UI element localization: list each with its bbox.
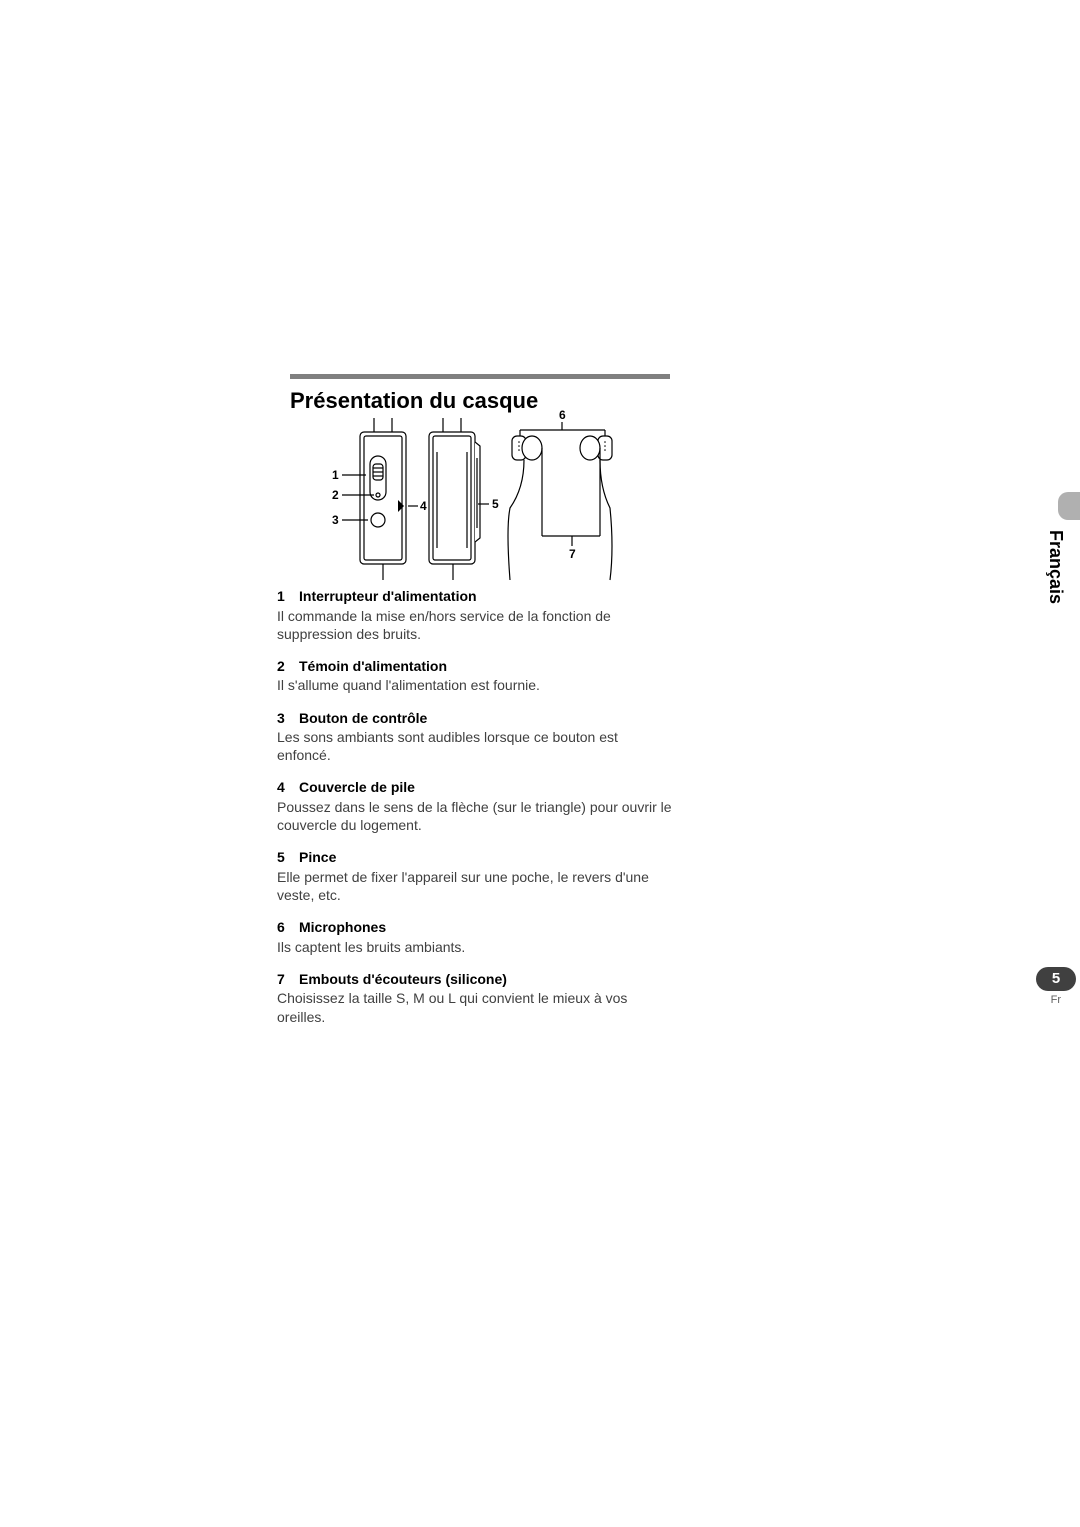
part-title: Couvercle de pile bbox=[299, 779, 415, 797]
callout-1: 1 bbox=[332, 468, 339, 482]
part-title: Bouton de contrôle bbox=[299, 710, 427, 728]
controller-back bbox=[429, 418, 480, 580]
part-item: 6 Microphones Ils captent les bruits amb… bbox=[277, 919, 672, 956]
part-description: Poussez dans le sens de la flèche (sur l… bbox=[277, 798, 672, 834]
part-description: Il s'allume quand l'alimentation est fou… bbox=[277, 676, 672, 694]
language-label: Français bbox=[1045, 530, 1066, 604]
callout-3: 3 bbox=[332, 513, 339, 527]
callout-4: 4 bbox=[420, 499, 427, 513]
part-number: 1 bbox=[277, 588, 299, 606]
section-rule bbox=[290, 374, 670, 379]
language-tab-stub bbox=[1058, 492, 1080, 520]
part-item: 1 Interrupteur d'alimentation Il command… bbox=[277, 588, 672, 643]
part-description: Elle permet de fixer l'appareil sur une … bbox=[277, 868, 672, 904]
headset-diagram: 1 2 3 4 5 6 7 bbox=[310, 408, 620, 583]
part-title: Embouts d'écouteurs (silicone) bbox=[299, 971, 507, 989]
part-item: 2 Témoin d'alimentation Il s'allume quan… bbox=[277, 658, 672, 695]
callout-2: 2 bbox=[332, 488, 339, 502]
manual-page: Présentation du casque bbox=[0, 0, 1080, 1527]
part-title: Témoin d'alimentation bbox=[299, 658, 447, 676]
part-description: Ils captent les bruits ambiants. bbox=[277, 938, 672, 956]
part-number: 4 bbox=[277, 779, 299, 797]
parts-list: 1 Interrupteur d'alimentation Il command… bbox=[277, 588, 672, 1041]
part-item: 4 Couvercle de pile Poussez dans le sens… bbox=[277, 779, 672, 834]
part-title: Pince bbox=[299, 849, 336, 867]
part-item: 7 Embouts d'écouteurs (silicone) Choisis… bbox=[277, 971, 672, 1026]
part-title: Microphones bbox=[299, 919, 386, 937]
part-number: 7 bbox=[277, 971, 299, 989]
part-number: 5 bbox=[277, 849, 299, 867]
part-description: Choisissez la taille S, M ou L qui convi… bbox=[277, 989, 672, 1025]
part-description: Il commande la mise en/hors service de l… bbox=[277, 607, 672, 643]
part-title: Interrupteur d'alimentation bbox=[299, 588, 477, 606]
part-number: 3 bbox=[277, 710, 299, 728]
part-item: 5 Pince Elle permet de fixer l'appareil … bbox=[277, 849, 672, 904]
part-number: 6 bbox=[277, 919, 299, 937]
controller-front bbox=[360, 418, 406, 580]
callout-6: 6 bbox=[559, 408, 566, 422]
page-language-abbrev: Fr bbox=[1051, 994, 1061, 1006]
callout-7: 7 bbox=[569, 547, 576, 561]
page-number-badge: 5 bbox=[1036, 967, 1076, 991]
callout-5: 5 bbox=[492, 497, 499, 511]
part-item: 3 Bouton de contrôle Les sons ambiants s… bbox=[277, 710, 672, 765]
part-number: 2 bbox=[277, 658, 299, 676]
part-description: Les sons ambiants sont audibles lorsque … bbox=[277, 728, 672, 764]
earphones bbox=[508, 422, 612, 580]
